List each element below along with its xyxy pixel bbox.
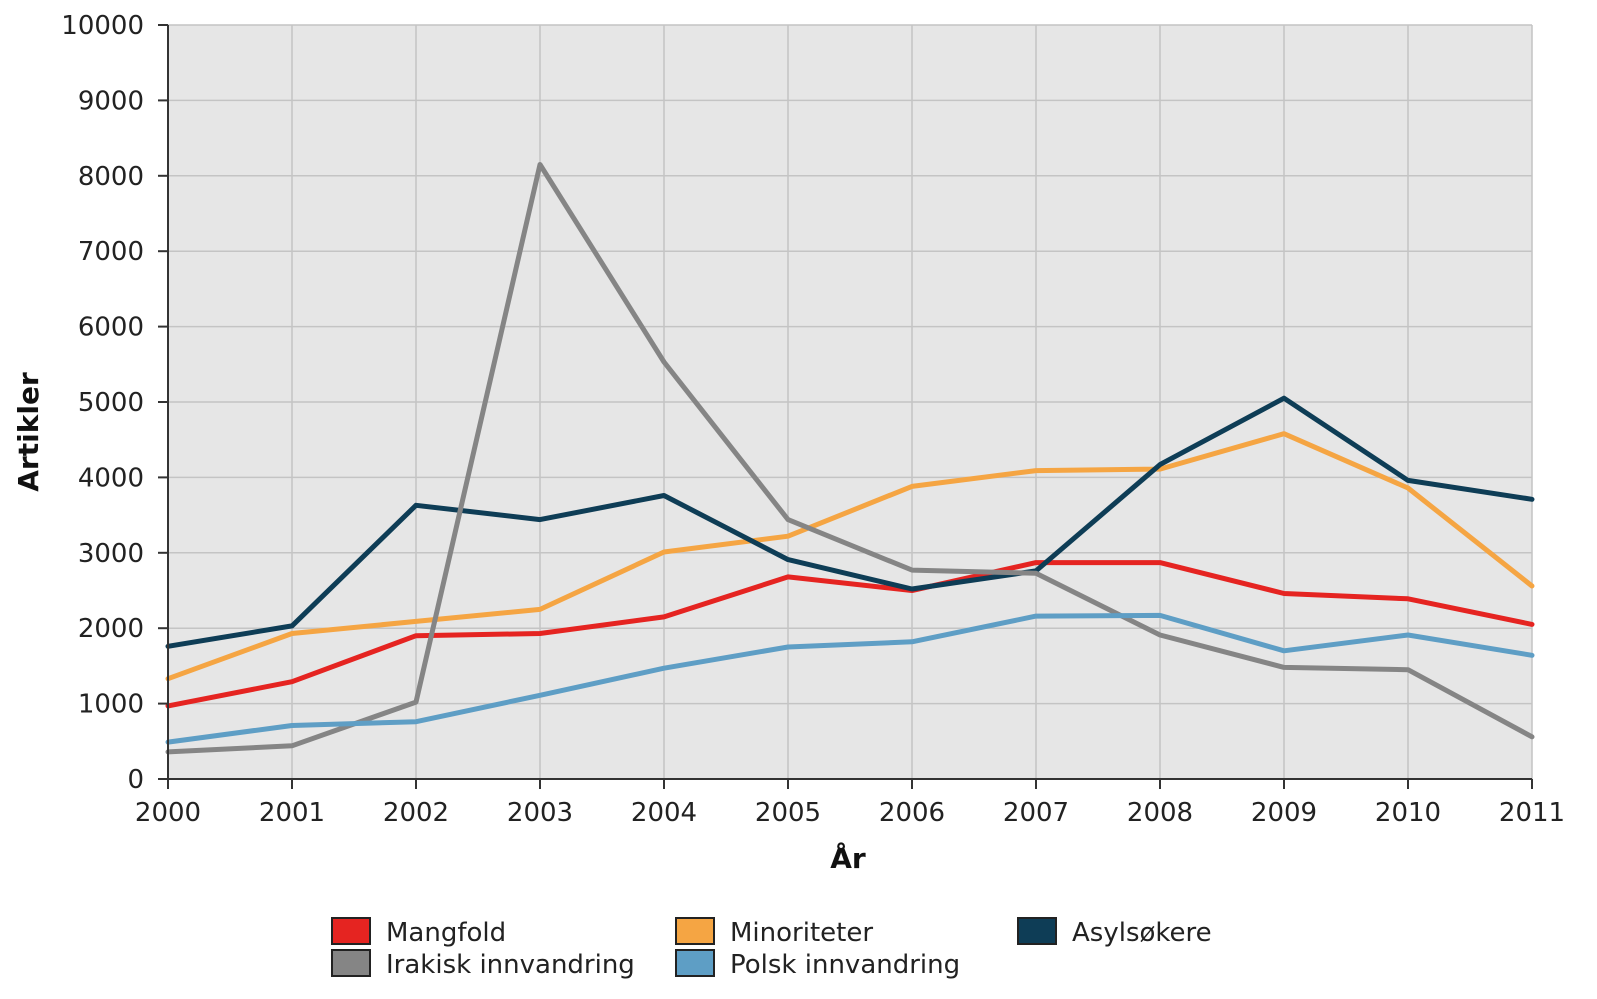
y-tick-label: 3000 — [78, 539, 144, 569]
y-tick-label: 6000 — [78, 313, 144, 343]
x-tick-label: 2006 — [879, 798, 945, 828]
legend-swatch — [1017, 917, 1057, 945]
x-tick-label: 2002 — [383, 798, 449, 828]
x-tick-label: 2008 — [1127, 798, 1193, 828]
x-tick-label: 2005 — [755, 798, 821, 828]
x-tick-label: 2009 — [1251, 798, 1317, 828]
legend-label: Polsk innvandring — [730, 950, 960, 980]
y-tick-label: 7000 — [78, 237, 144, 267]
series-lines — [165, 162, 1535, 755]
gridlines — [167, 24, 1533, 780]
x-tick-label: 2004 — [631, 798, 697, 828]
series-line-2 — [165, 395, 1535, 649]
legend-label: Mangfold — [386, 918, 506, 948]
x-axis-title: År — [830, 841, 866, 875]
x-tick-label: 2001 — [259, 798, 325, 828]
x-axis-ticks: 2000 2001 2002 2003 2004 2005 2006 2007 2008 2009… — [135, 779, 1565, 828]
legend-swatch — [331, 949, 371, 977]
series-line-1 — [165, 431, 1535, 682]
y-tick-label: 9000 — [78, 86, 144, 116]
y-axis-ticks: 0 1000 2000 3000 4000 5000 6000 7000 8000 9000 100… — [61, 11, 168, 795]
y-tick-label: 1000 — [78, 690, 144, 720]
series-line-3 — [165, 162, 1535, 755]
legend-swatch — [675, 917, 715, 945]
y-tick-label: 8000 — [78, 162, 144, 192]
legend-swatch — [331, 917, 371, 945]
y-tick-label: 10000 — [61, 11, 144, 41]
series-line-0 — [165, 560, 1535, 709]
legend-swatch — [675, 949, 715, 977]
x-tick-label: 2011 — [1499, 798, 1565, 828]
legend-label: Minoriteter — [730, 918, 873, 948]
x-tick-label: 2003 — [507, 798, 573, 828]
series-line-4 — [165, 612, 1535, 745]
y-tick-label: 2000 — [78, 614, 144, 644]
legend-label: Asylsøkere — [1072, 918, 1212, 948]
y-tick-label: 5000 — [78, 388, 144, 418]
y-tick-label: 4000 — [78, 463, 144, 493]
y-tick-label: 0 — [127, 765, 144, 795]
x-tick-label: 2000 — [135, 798, 201, 828]
legend: Mangfold Minoriteter Asylsøkere Irakisk inn… — [331, 917, 1212, 980]
x-tick-label: 2010 — [1375, 798, 1441, 828]
y-axis-title: Artikler — [12, 372, 45, 492]
legend-label: Irakisk innvandring — [386, 950, 635, 980]
x-tick-label: 2007 — [1003, 798, 1069, 828]
